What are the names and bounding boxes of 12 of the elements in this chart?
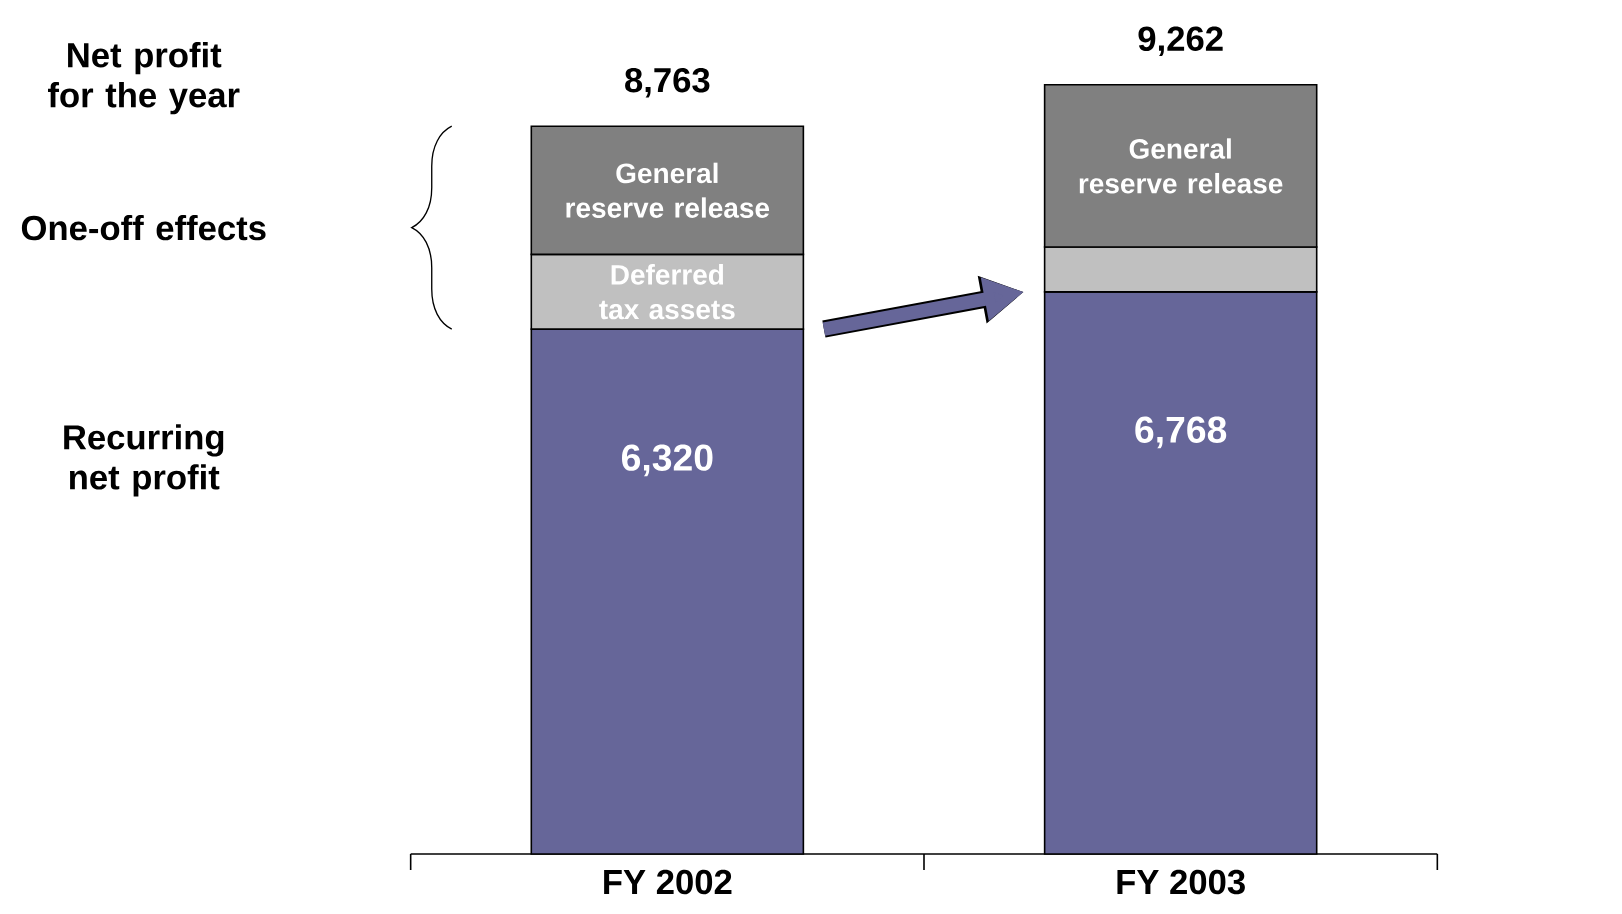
series-label: General reserve release — [566, 162, 770, 218]
total-label: 8,763 — [625, 67, 710, 98]
data-label: 6,320 — [621, 444, 713, 477]
text: General reserve release — [1079, 138, 1283, 194]
text: Recurring net profit — [64, 424, 224, 497]
text: Net profit for the year — [48, 42, 240, 115]
x-tick-label: FY 2003 — [1117, 869, 1245, 895]
data-label: 6,768 — [1135, 416, 1227, 449]
total-label: 9,262 — [1138, 26, 1223, 57]
text: One-off effects — [21, 214, 266, 241]
series-label: Deferred tax assets — [599, 264, 735, 320]
x-tick-label: FY 2002 — [604, 869, 732, 895]
